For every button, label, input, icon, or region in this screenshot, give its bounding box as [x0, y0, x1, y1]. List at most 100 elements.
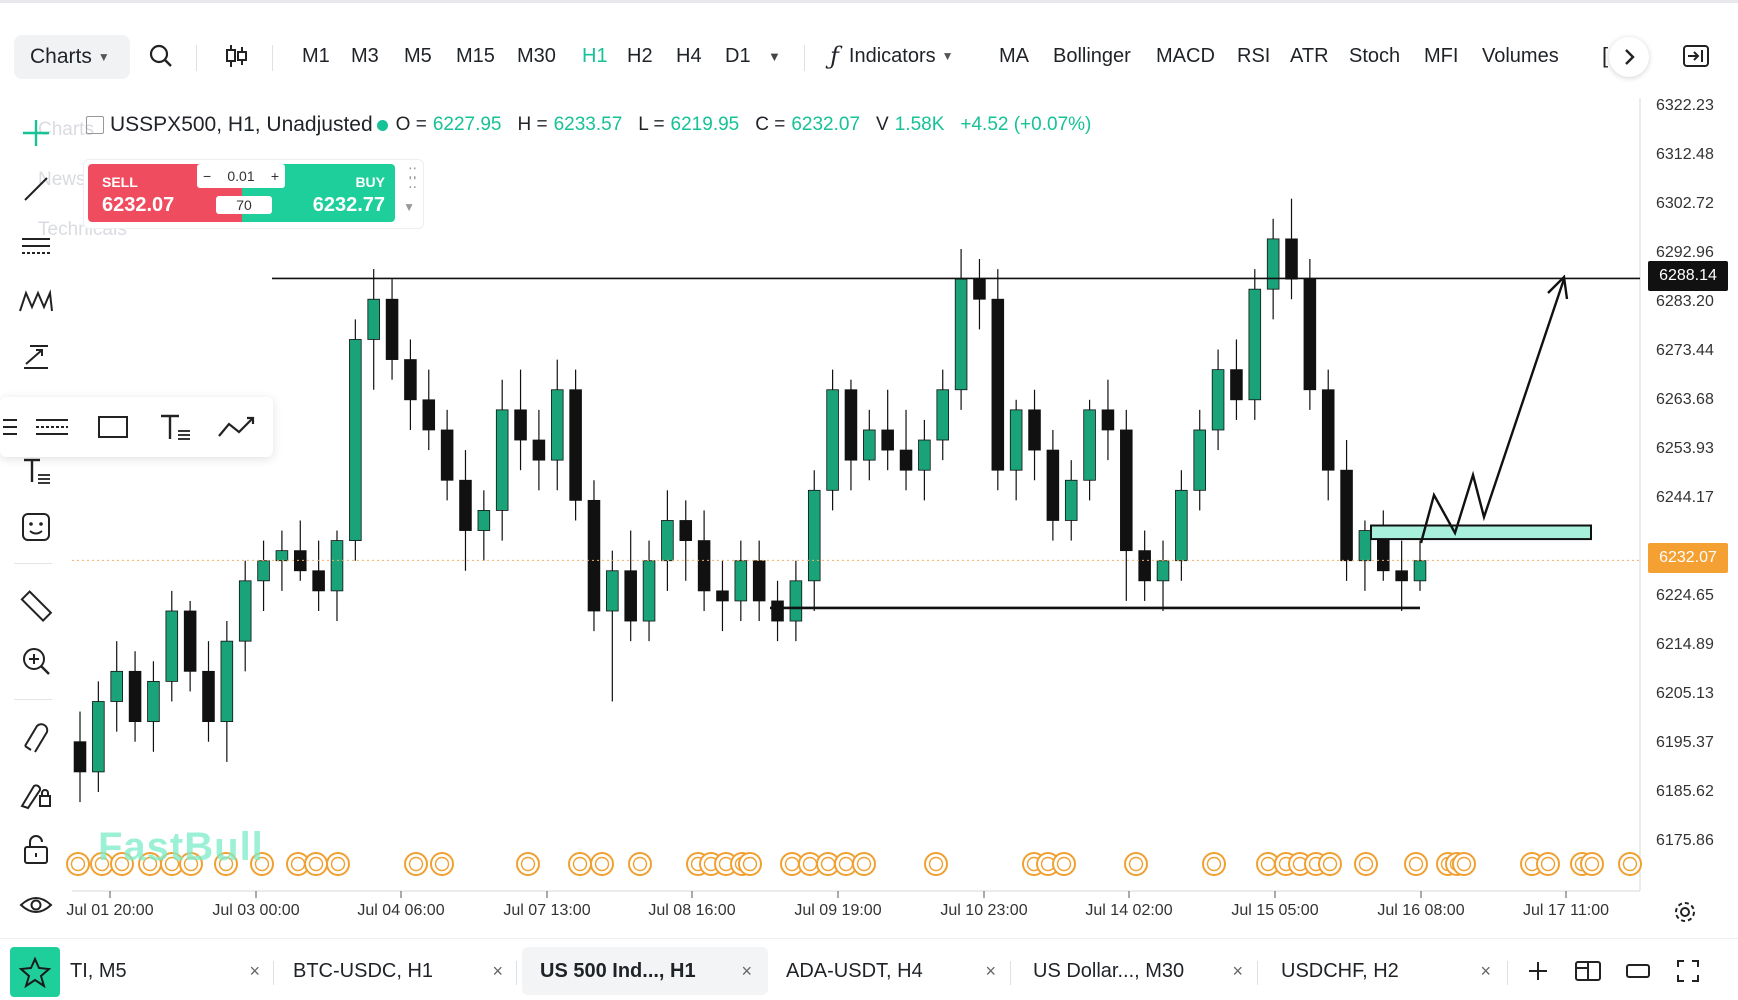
- timeframe-h1[interactable]: H1: [582, 44, 608, 67]
- list-lines-icon[interactable]: [0, 405, 26, 449]
- chart-settings-gear-icon[interactable]: [1672, 899, 1698, 930]
- collapse-panel-icon[interactable]: [1682, 23, 1710, 89]
- time-axis-tick: Jul 08 16:00: [648, 902, 736, 919]
- close-tab-icon[interactable]: ×: [492, 960, 503, 981]
- low-label: L =: [638, 114, 665, 135]
- quantity-stepper[interactable]: − 0.01 +: [197, 164, 285, 188]
- candle-body: [147, 680, 160, 723]
- timeframe-m30[interactable]: M30: [517, 44, 556, 67]
- close-tab-icon[interactable]: ×: [1232, 960, 1243, 981]
- chart-tab[interactable]: BTC-USDC, H1 ×: [293, 947, 503, 995]
- text-note-icon[interactable]: [153, 405, 197, 449]
- event-marker-inner: [1456, 856, 1472, 872]
- fullscreen-icon[interactable]: [1670, 953, 1706, 989]
- single-layout-icon[interactable]: [1620, 953, 1656, 989]
- candle-body: [1083, 409, 1096, 481]
- timeframe-h2[interactable]: H2: [627, 44, 653, 67]
- path-icon[interactable]: [215, 405, 259, 449]
- timeframe-m15[interactable]: M15: [456, 44, 495, 67]
- drag-handle-icon[interactable]: ⁚⁚ ⁚⁚: [408, 165, 417, 191]
- event-marker-inner: [1128, 856, 1144, 872]
- chart-tab[interactable]: TI, M5 ×: [70, 947, 260, 995]
- candle-body: [771, 600, 784, 622]
- lock-drawings-icon[interactable]: [14, 771, 58, 815]
- indicator-ma-button[interactable]: MA: [999, 44, 1029, 67]
- search-icon[interactable]: [148, 23, 174, 89]
- trend-line-icon[interactable]: [14, 167, 58, 211]
- event-marker-icon: [516, 852, 540, 876]
- charts-menu-label: Charts: [30, 45, 92, 68]
- indicator-mfi-button[interactable]: MFI: [1424, 44, 1459, 67]
- timeframe-m3[interactable]: M3: [351, 44, 379, 67]
- price-chart[interactable]: [0, 3, 1738, 1000]
- candle-body: [734, 560, 748, 602]
- layout-split-icon[interactable]: [1570, 953, 1606, 989]
- text-tool-icon[interactable]: [14, 449, 58, 493]
- candle-body: [1340, 469, 1353, 562]
- indicator-atr-button[interactable]: ATR: [1290, 44, 1329, 67]
- event-marker-inner: [856, 856, 872, 872]
- candle-body: [367, 298, 380, 340]
- event-marker-icon: [430, 852, 454, 876]
- candle-body: [642, 560, 656, 622]
- increase-quantity-button[interactable]: +: [270, 168, 279, 184]
- timeframe-m5[interactable]: M5: [404, 44, 432, 67]
- event-marker-inner: [94, 856, 110, 872]
- zoom-in-icon[interactable]: [14, 639, 58, 683]
- scroll-right-button[interactable]: [1609, 37, 1649, 77]
- magnet-icon[interactable]: [14, 715, 58, 759]
- favorites-star-button[interactable]: [10, 947, 60, 997]
- add-tab-icon[interactable]: [1520, 953, 1556, 989]
- charts-menu-button[interactable]: Charts ▼: [14, 35, 130, 79]
- parallel-channel-icon[interactable]: [30, 405, 74, 449]
- visibility-eye-icon[interactable]: [14, 883, 58, 927]
- timeframe-d1[interactable]: D1: [725, 44, 751, 67]
- candle-body: [844, 389, 858, 461]
- chart-tab-active[interactable]: US 500 Ind..., H1 ×: [522, 947, 768, 995]
- timeframe-more-chevron-icon[interactable]: ▼: [768, 48, 781, 64]
- fullscreen-bracket-icon[interactable]: [: [1602, 43, 1609, 68]
- pattern-icon[interactable]: [14, 279, 58, 323]
- horizontal-lines-icon[interactable]: [14, 223, 58, 267]
- rectangle-icon[interactable]: [91, 405, 135, 449]
- ruler-icon[interactable]: [14, 583, 58, 627]
- close-tab-icon[interactable]: ×: [249, 960, 260, 981]
- volume-value: 1.58K: [894, 114, 945, 135]
- indicator-rsi-button[interactable]: RSI: [1237, 44, 1271, 67]
- chart-tab[interactable]: ADA-USDT, H4 ×: [786, 947, 996, 995]
- candle-body: [569, 389, 582, 501]
- event-marker-inner: [254, 856, 270, 872]
- candle-body: [918, 439, 931, 471]
- close-tab-icon[interactable]: ×: [985, 960, 996, 981]
- crosshair-icon[interactable]: [14, 111, 58, 155]
- projection-icon[interactable]: [14, 335, 58, 379]
- indicator-macd-button[interactable]: MACD: [1156, 44, 1215, 67]
- chevron-down-icon[interactable]: ▼: [403, 200, 415, 214]
- candle-body: [1321, 389, 1335, 471]
- timeframe-h4[interactable]: H4: [676, 44, 702, 67]
- decrease-quantity-button[interactable]: −: [203, 168, 212, 184]
- tab-label: ADA-USDT, H4: [786, 959, 923, 982]
- chart-tab[interactable]: US Dollar..., M30 ×: [1033, 947, 1243, 995]
- indicator-stoch-button[interactable]: Stoch: [1349, 44, 1401, 67]
- unlock-icon[interactable]: [14, 827, 58, 871]
- candle-body: [1303, 278, 1317, 391]
- time-axis-tick: Jul 03 00:00: [212, 902, 300, 919]
- candle-body: [385, 298, 399, 360]
- ghost-menu-charts: Charts: [38, 119, 94, 140]
- emoji-icon[interactable]: [14, 505, 58, 549]
- timeframe-m1[interactable]: M1: [302, 44, 330, 67]
- chart-tab[interactable]: USDCHF, H2 ×: [1281, 947, 1491, 995]
- close-tab-icon[interactable]: ×: [1480, 960, 1491, 981]
- event-marker-icon: [1202, 852, 1226, 876]
- candle-body: [1193, 429, 1206, 491]
- indicator-bollinger-button[interactable]: Bollinger: [1053, 44, 1131, 67]
- indicators-button[interactable]: ƒ Indicators ▼: [830, 23, 954, 89]
- indicator-volumes-button[interactable]: Volumes: [1482, 44, 1559, 67]
- candle-type-icon[interactable]: [222, 23, 250, 89]
- buy-label: BUY: [355, 174, 385, 190]
- quantity-value: 0.01: [227, 168, 255, 184]
- projection-path: [1419, 278, 1566, 544]
- close-tab-icon[interactable]: ×: [741, 960, 752, 981]
- price-axis-tick: 6175.86: [1656, 832, 1714, 849]
